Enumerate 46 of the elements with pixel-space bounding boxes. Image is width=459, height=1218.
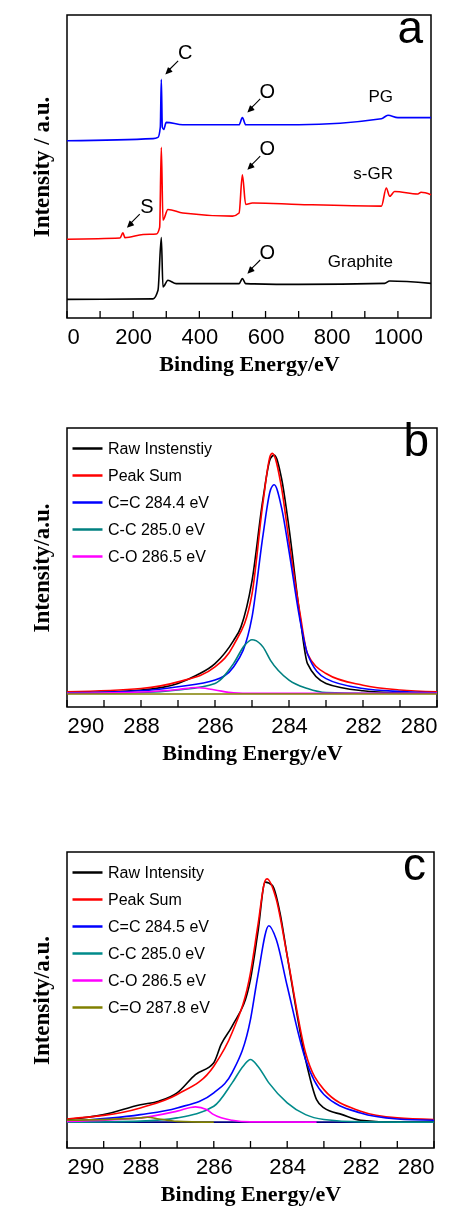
x-axis-title: Binding Energy/eV xyxy=(160,1180,342,1206)
x-tick-label: 200 xyxy=(115,323,153,349)
legend-label: Peak Sum xyxy=(108,890,182,908)
annotation: O xyxy=(259,136,276,159)
x-tick-label: 284 xyxy=(269,1153,307,1179)
x-tick-label: 282 xyxy=(345,712,382,738)
chart-title: c xyxy=(403,838,426,890)
legend-label: C=C 284.5 eV xyxy=(108,917,210,935)
y-axis-title: Intensity / a.u. xyxy=(28,96,54,238)
y-axis-title: Intensity/a.u. xyxy=(28,935,54,1066)
legend-label: C-C 285.0 eV xyxy=(108,944,206,962)
annotation: O xyxy=(259,79,276,102)
legend-label: Raw Intensity xyxy=(108,863,205,881)
x-tick-label: 286 xyxy=(197,712,234,738)
x-tick-label: 280 xyxy=(400,712,438,738)
x-tick-label: 288 xyxy=(123,712,160,738)
x-tick-label: 400 xyxy=(181,323,219,349)
x-tick-label: 284 xyxy=(271,712,308,738)
x-tick-label: 290 xyxy=(67,1153,105,1179)
annotation: O xyxy=(259,240,276,263)
y-axis-title: Intensity/a.u. xyxy=(28,503,54,633)
annotation: S xyxy=(140,194,154,217)
annotation: C xyxy=(178,41,193,64)
legend-label: C-C 285.0 eV xyxy=(108,520,206,538)
series-label: s-GR xyxy=(353,163,393,183)
x-tick-label: 800 xyxy=(313,323,351,349)
x-tick-label: 1000 xyxy=(373,323,423,349)
legend-label: C=C 284.4 eV xyxy=(108,493,210,511)
x-tick-label: 0 xyxy=(67,323,80,349)
series-label: Graphite xyxy=(327,252,393,272)
legend-label: C-O 286.5 eV xyxy=(108,547,207,565)
series-label: PG xyxy=(368,86,393,106)
chart-title: a xyxy=(397,1,424,53)
chart-title: b xyxy=(403,414,429,466)
legend-label: C-O 286.5 eV xyxy=(108,971,207,989)
x-tick-label: 286 xyxy=(195,1153,233,1179)
x-tick-label: 288 xyxy=(122,1153,160,1179)
legend-label: Raw Instenstiy xyxy=(108,439,213,457)
x-axis-title: Binding Energy/eV xyxy=(162,739,343,765)
legend-label: Peak Sum xyxy=(108,466,182,484)
legend-label: C=O 287.8 eV xyxy=(108,998,211,1016)
x-axis-title: Binding Energy/eV xyxy=(159,350,340,376)
x-tick-label: 280 xyxy=(397,1153,435,1179)
x-tick-label: 600 xyxy=(247,323,285,349)
x-tick-label: 290 xyxy=(67,712,105,738)
x-tick-label: 282 xyxy=(342,1153,380,1179)
